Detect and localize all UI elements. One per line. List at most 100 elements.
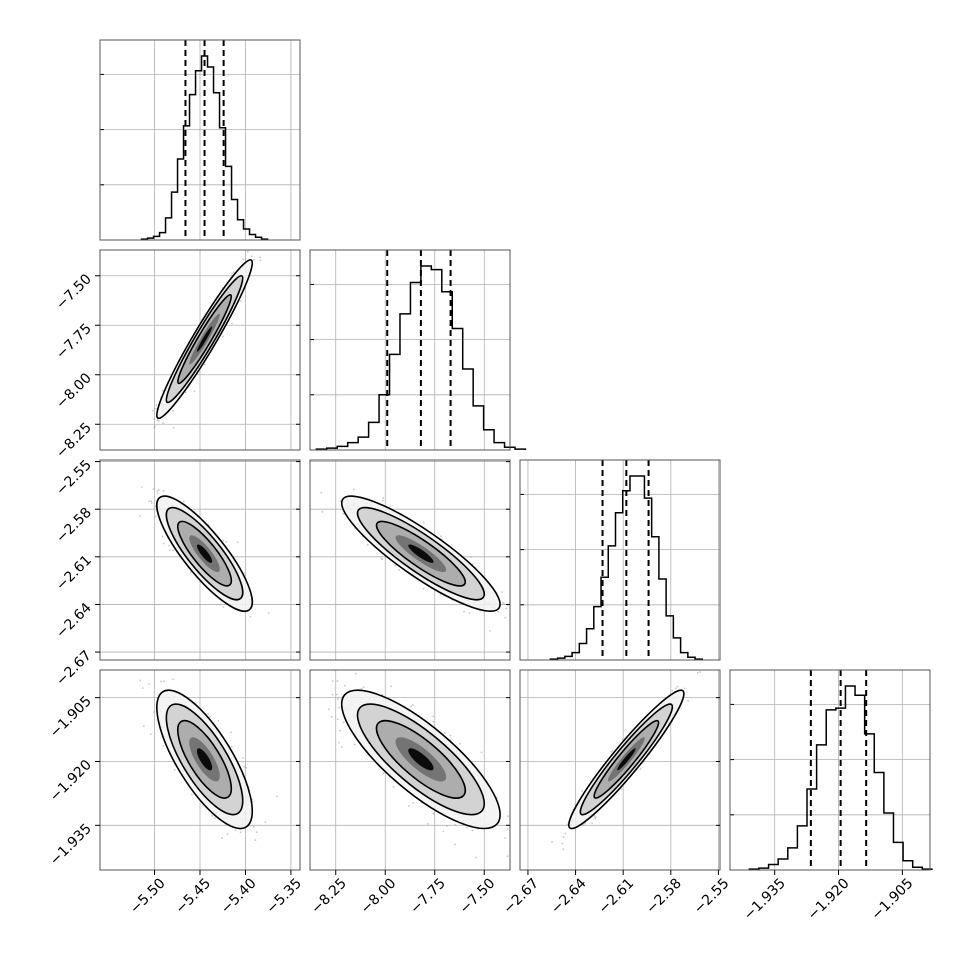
sample-point — [259, 256, 262, 259]
sample-point — [222, 539, 225, 542]
sample-point — [382, 772, 385, 774]
sample-point — [463, 610, 465, 613]
sample-point — [142, 725, 145, 728]
sample-point — [591, 822, 594, 825]
y-tick-label-3-2: −1.905 — [47, 693, 95, 741]
hist-panel-4 — [729, 669, 933, 871]
x-tick-label-1-1: −8.00 — [358, 876, 400, 918]
sample-point — [362, 686, 365, 689]
sample-point — [440, 535, 442, 537]
sample-point — [207, 712, 209, 715]
sample-point — [620, 788, 623, 790]
sample-point — [407, 804, 410, 807]
sample-point — [696, 671, 699, 674]
sample-point — [239, 300, 242, 302]
sample-point — [501, 601, 504, 604]
sample-point — [250, 255, 253, 258]
sample-point — [168, 549, 171, 552]
sample-point — [222, 335, 224, 338]
sample-point — [162, 744, 165, 747]
density-contour-4 — [617, 748, 636, 771]
sample-point — [244, 258, 247, 261]
sample-point — [259, 259, 262, 262]
sample-point — [562, 848, 565, 851]
hist-panel-3 — [519, 459, 721, 661]
sample-point — [189, 571, 192, 573]
sample-point — [150, 500, 152, 503]
sample-point — [551, 841, 553, 843]
sample-point — [621, 738, 624, 741]
density-contour-4 — [408, 748, 434, 771]
sample-point — [538, 871, 540, 873]
sample-point — [321, 510, 324, 513]
sample-point — [422, 521, 425, 524]
sample-point — [211, 814, 214, 817]
sample-point — [330, 715, 333, 718]
sample-point — [504, 616, 507, 619]
sample-point — [480, 751, 483, 754]
x-tick-label-2-2: −2.61 — [596, 876, 638, 918]
sample-point — [593, 815, 596, 817]
sample-point — [683, 687, 686, 690]
sample-point — [412, 801, 415, 804]
y-tick-label-3-1: −1.920 — [47, 757, 95, 805]
panel-content — [100, 670, 300, 870]
density-contour-4 — [408, 544, 434, 563]
panel-frame — [309, 459, 511, 661]
sample-point — [222, 605, 224, 608]
sample-point — [139, 679, 142, 682]
sample-point — [242, 757, 244, 759]
sample-point — [454, 843, 456, 846]
sample-point — [459, 742, 462, 745]
panel-frame — [309, 669, 511, 871]
density-contour-4 — [196, 748, 213, 771]
sample-point — [226, 833, 229, 835]
panel-content — [310, 670, 510, 870]
sample-point — [561, 842, 564, 845]
histogram-steps — [549, 475, 704, 660]
sample-point — [276, 795, 279, 798]
panel-frame — [99, 459, 301, 661]
sample-point — [191, 793, 193, 796]
sample-point — [150, 502, 153, 504]
y-tick-label-2-0: −2.67 — [53, 648, 95, 690]
sample-point — [157, 489, 160, 491]
sample-point — [161, 422, 164, 425]
sample-point — [507, 815, 509, 818]
sample-point — [249, 615, 252, 618]
x-tick-label-0-0: −5.50 — [127, 876, 169, 918]
sample-point — [161, 535, 164, 538]
sample-point — [506, 604, 509, 607]
x-tick-label-3-1: −1.920 — [805, 876, 853, 924]
sample-point — [153, 425, 156, 427]
sample-point — [342, 721, 345, 724]
sample-point — [394, 564, 396, 567]
sample-point — [515, 600, 517, 602]
sample-point — [342, 512, 345, 515]
y-tick-label-1-2: −7.75 — [53, 321, 95, 363]
sample-point — [366, 544, 369, 546]
histogram-steps — [748, 685, 933, 870]
sample-point — [162, 490, 165, 492]
sample-point — [149, 733, 152, 736]
hist-frame — [729, 669, 931, 871]
sample-point — [505, 607, 507, 610]
sample-point — [584, 822, 586, 825]
sample-point — [497, 610, 500, 613]
sample-point — [562, 836, 565, 839]
sample-point — [162, 542, 165, 545]
sample-point — [172, 426, 175, 429]
sample-point — [340, 746, 343, 748]
scatter-panel-1-2 — [99, 249, 301, 451]
sample-point — [139, 515, 141, 517]
sample-point — [474, 856, 477, 859]
sample-point — [152, 409, 154, 412]
sample-point — [468, 612, 471, 614]
sample-point — [182, 500, 185, 502]
panel-frame — [99, 249, 301, 451]
sample-point — [173, 769, 176, 771]
sample-point — [433, 813, 436, 815]
panel-content — [100, 250, 300, 450]
sample-point — [353, 743, 356, 746]
sample-point — [360, 688, 363, 690]
